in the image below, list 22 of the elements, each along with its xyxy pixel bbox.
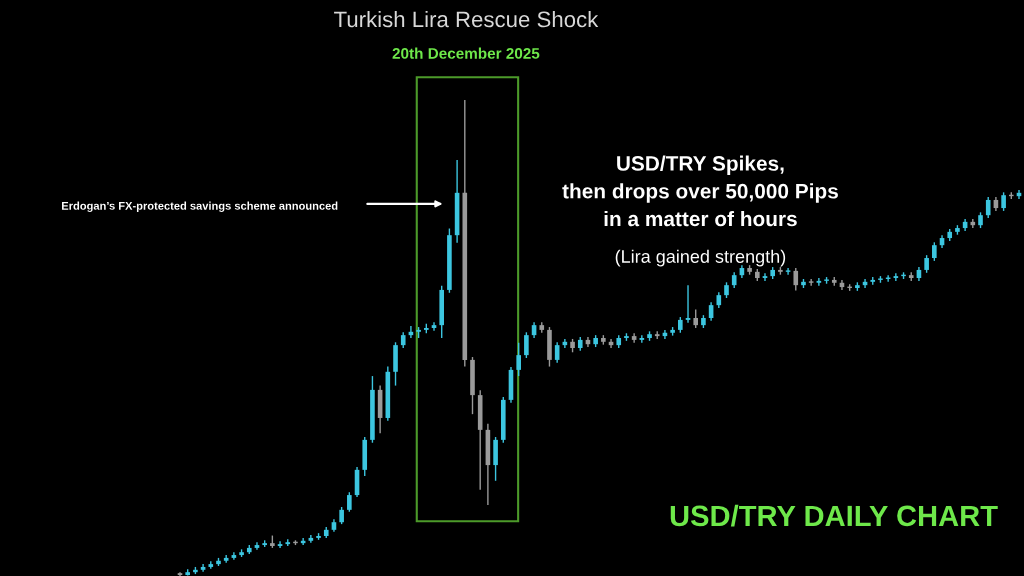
candlestick <box>431 321 437 332</box>
annotation: Erdogan’s FX-protected savings scheme announced <box>62 201 338 212</box>
candlestick <box>254 541 260 551</box>
candlestick <box>785 267 791 276</box>
candlestick <box>200 563 206 573</box>
annotation: USD/TRY DAILY CHART <box>670 504 998 527</box>
candlestick <box>308 534 314 544</box>
candlestick <box>985 196 991 219</box>
annotation: (Lira gained strength) <box>615 249 786 267</box>
candlestick <box>516 342 521 377</box>
candlestick <box>1001 191 1006 212</box>
candlestick <box>808 278 814 287</box>
candlestick <box>932 241 937 262</box>
chart-subtitle: 20th December 2025 <box>392 47 540 59</box>
candlestick <box>231 551 237 561</box>
chart-title: Turkish Lira Rescue Shock <box>334 10 599 28</box>
candlestick <box>524 331 529 359</box>
candlestick <box>347 491 352 513</box>
candlestick <box>793 267 799 292</box>
candlestick <box>223 554 229 564</box>
candlestick <box>693 308 699 329</box>
annotation: USD/TRY Spikes, then drops over 50,000 Pips in a matter of hours <box>562 155 838 227</box>
